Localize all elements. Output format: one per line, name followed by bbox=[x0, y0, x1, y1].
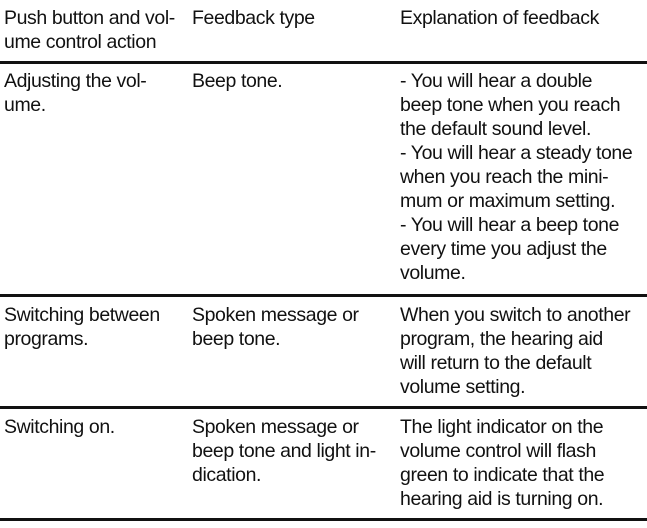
table-bottom-rule bbox=[0, 518, 647, 521]
row-divider bbox=[0, 406, 647, 409]
header-explanation: Explanation of feedback bbox=[400, 7, 599, 29]
header-divider bbox=[0, 61, 647, 64]
row-explanation: - You will hear a double beep tone when … bbox=[400, 70, 633, 284]
row-explanation: The light indicator on the volume contro… bbox=[400, 416, 605, 510]
row-explanation: When you switch to another program, the … bbox=[400, 304, 631, 398]
row-action: Switching between programs. bbox=[4, 304, 160, 350]
row-divider bbox=[0, 294, 647, 297]
row-feedback: Beep tone. bbox=[192, 70, 283, 92]
row-action: Adjusting the vol- ume. bbox=[4, 70, 147, 116]
row-feedback: Spoken message or beep tone. bbox=[192, 304, 359, 350]
row-action: Switching on. bbox=[4, 416, 115, 438]
header-feedback-type: Feedback type bbox=[192, 7, 315, 29]
header-action: Push button and vol- ume control action bbox=[4, 7, 175, 53]
row-feedback: Spoken message or beep tone and light in… bbox=[192, 416, 376, 486]
